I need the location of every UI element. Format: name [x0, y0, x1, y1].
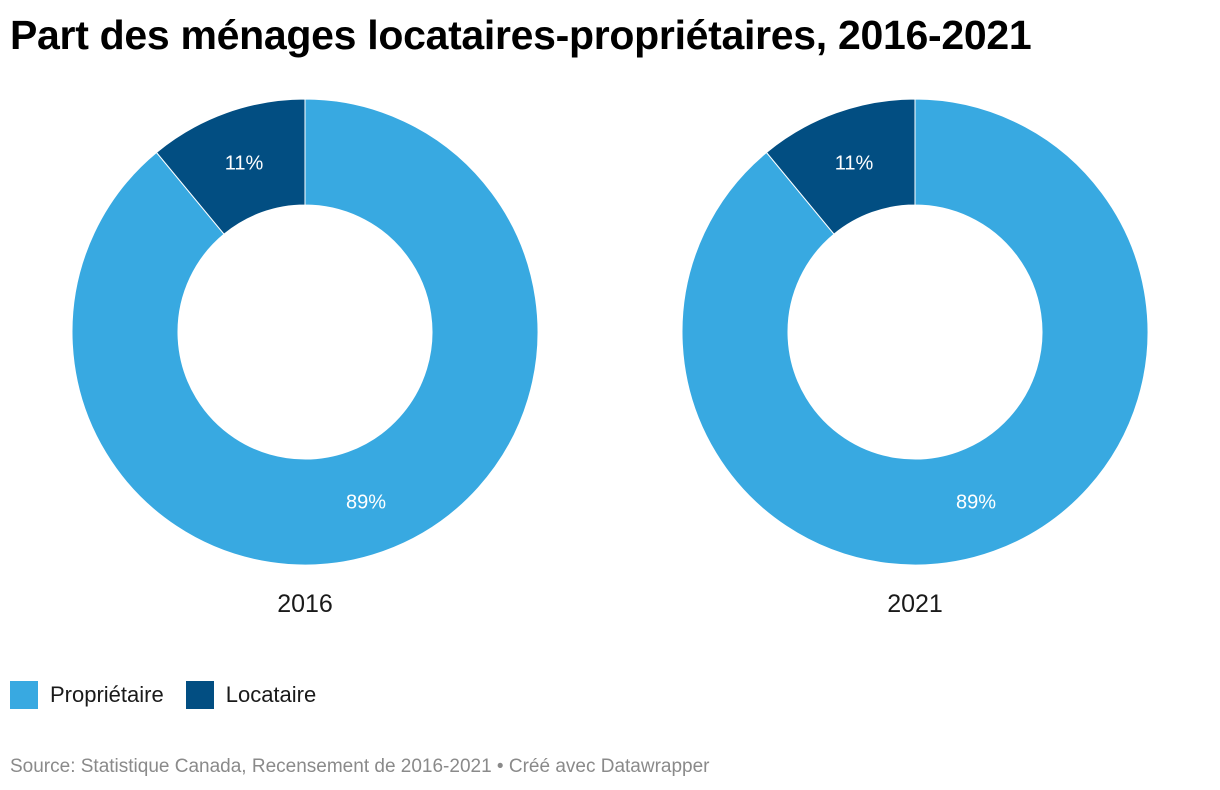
donut-2021-label-locataire: 11%: [835, 153, 874, 175]
donut-2016-label-propriétaire: 89%: [346, 491, 386, 513]
chart-title: Part des ménages locataires-propriétaire…: [10, 12, 1032, 58]
donut-2016-slice-locataire: [155, 98, 306, 235]
donut-charts-svg: 89% 11% 2016 89% 11% 2021: [71, 98, 1149, 618]
legend-label-proprietaire: Propriétaire: [50, 682, 164, 707]
source-note: Source: Statistique Canada, Recensement …: [10, 756, 710, 777]
donut-2016-slice-propriétaire: [71, 98, 539, 566]
donut-2021-slice-propriétaire: [681, 98, 1149, 566]
donut-2021-label-propriétaire: 89%: [956, 491, 996, 513]
donut-2021-slice-locataire: [765, 98, 916, 235]
legend-swatch-proprietaire: [10, 681, 38, 709]
legend-item-locataire: Locataire: [185, 681, 317, 709]
donut-2021-year-label: 2021: [887, 590, 943, 618]
donut-2016-label-locataire: 11%: [225, 153, 264, 175]
legend: Propriétaire Locataire: [10, 681, 338, 709]
donut-2016-year-label: 2016: [277, 590, 333, 618]
legend-label-locataire: Locataire: [225, 682, 317, 707]
legend-item-proprietaire: Propriétaire: [10, 681, 164, 709]
donut-charts-area: 89% 11% 2016 89% 11% 2021: [0, 80, 1220, 640]
legend-swatch-locataire: [185, 681, 214, 709]
